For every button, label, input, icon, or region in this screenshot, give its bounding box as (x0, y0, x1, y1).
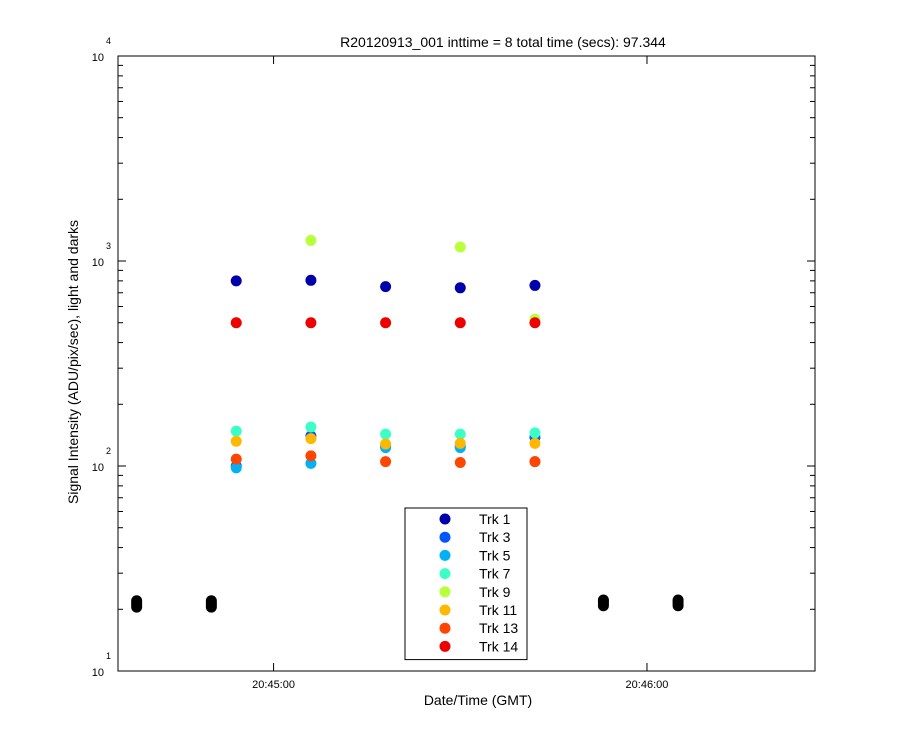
legend-label: Trk 7 (479, 566, 511, 582)
x-axis-label: Date/Time (GMT) (424, 692, 532, 708)
data-point (305, 421, 317, 433)
data-point (454, 317, 466, 329)
data-point (454, 428, 466, 440)
data-point (380, 456, 392, 468)
dark-point (205, 595, 217, 607)
data-point (305, 450, 317, 462)
legend-label: Trk 11 (479, 602, 517, 618)
legend-marker (439, 586, 451, 598)
data-point (305, 234, 317, 246)
data-point (380, 317, 392, 329)
data-point (380, 281, 392, 293)
y-tick-label: 102 (92, 446, 111, 474)
legend-label: Trk 14 (479, 638, 518, 654)
data-point (529, 279, 541, 291)
x-tick-label: 20:45:00 (252, 679, 295, 691)
y-tick-base: 10 (92, 667, 104, 679)
legend-label: Trk 13 (479, 620, 518, 636)
data-point (529, 317, 541, 329)
legend-marker (439, 640, 451, 652)
data-point (454, 241, 466, 253)
y-tick-exponent: 1 (106, 651, 111, 661)
data-point (230, 425, 242, 437)
data-point (454, 437, 466, 449)
data-point (380, 438, 392, 450)
y-tick-label: 104 (92, 36, 111, 64)
legend-marker (439, 604, 451, 616)
data-point (529, 427, 541, 439)
y-tick-exponent: 3 (106, 241, 111, 251)
dark-point (672, 594, 684, 606)
legend-label: Trk 3 (479, 529, 511, 545)
y-tick-base: 10 (92, 257, 104, 269)
data-point (529, 456, 541, 468)
data-point (230, 453, 242, 465)
data-point (529, 437, 541, 449)
legend-marker (439, 549, 451, 561)
axis-ticks (118, 56, 815, 672)
y-tick-base: 10 (92, 462, 104, 474)
legend-box (404, 507, 528, 661)
legend: Trk 1 Trk 3 Trk 5 Trk 7 Trk 9 Trk 11 Trk 13 Trk… (404, 507, 528, 661)
legend-marker (439, 568, 451, 580)
data-point (305, 317, 317, 329)
legend-label: Trk 5 (479, 547, 511, 563)
legend-label: Trk 9 (479, 584, 511, 600)
data-point (380, 428, 392, 440)
data-point (305, 433, 317, 445)
x-tick-label: 20:46:00 (626, 679, 669, 691)
dark-point (597, 594, 609, 606)
chart-title: R20120913_001 inttime = 8 total time (se… (340, 34, 666, 50)
data-point (230, 462, 242, 474)
data-point (454, 457, 466, 469)
y-tick-exponent: 4 (106, 36, 111, 46)
data-point (230, 317, 242, 329)
dark-point (131, 595, 143, 607)
y-axis-label: Signal Intensity (ADU/pix/sec), light an… (65, 220, 81, 504)
data-point (305, 274, 317, 286)
y-tick-label: 103 (92, 241, 111, 269)
data-point (230, 275, 242, 287)
data-point (230, 435, 242, 447)
y-tick-base: 10 (92, 52, 104, 64)
data-point (454, 282, 466, 294)
y-tick-exponent: 2 (106, 446, 111, 456)
x-tick-labels: 20:45:00 20:46:00 (252, 679, 668, 691)
y-tick-label: 101 (92, 651, 111, 679)
legend-marker (439, 531, 451, 543)
data-points (131, 234, 684, 613)
legend-marker (439, 513, 451, 525)
legend-label: Trk 1 (479, 511, 511, 527)
legend-marker (439, 622, 451, 634)
